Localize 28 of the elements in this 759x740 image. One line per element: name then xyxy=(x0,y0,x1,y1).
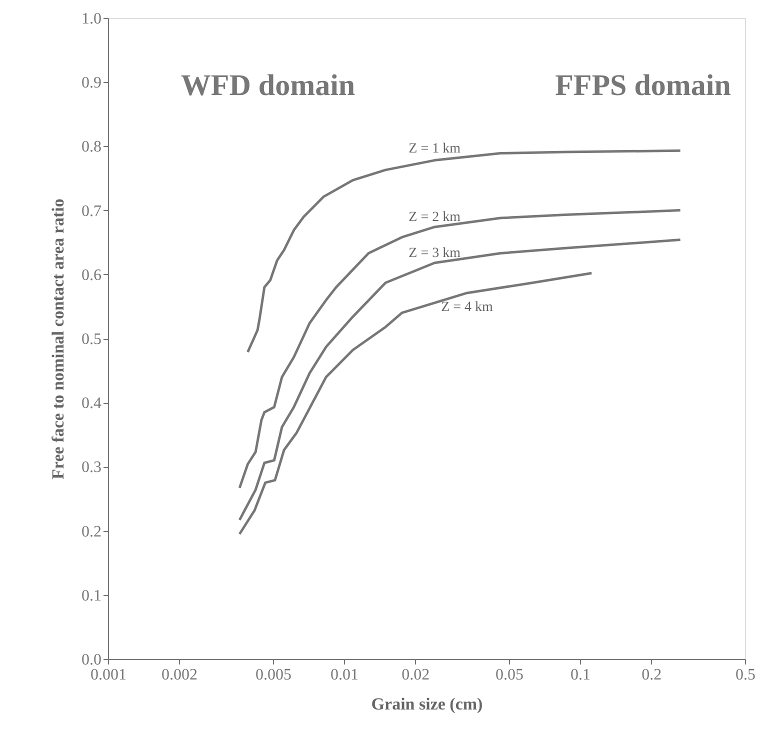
annotation: WFD domain xyxy=(180,69,356,102)
y-tick-label: 0.3 xyxy=(82,459,102,476)
y-axis-title: Free face to nominal contact area ratio xyxy=(48,198,68,480)
x-tick-label: 0.2 xyxy=(642,666,662,684)
y-tick-label: 0.6 xyxy=(82,266,102,284)
y-tick-label: 0.1 xyxy=(82,587,102,604)
y-tick-label: 0.4 xyxy=(82,395,102,412)
y-tick-label: 0.0 xyxy=(82,652,102,668)
y-tick-label: 0.7 xyxy=(82,202,102,220)
x-tick-label: 0.5 xyxy=(736,666,756,684)
y-tick-label: 0.2 xyxy=(82,523,102,540)
x-tick-label: 0.005 xyxy=(255,666,292,684)
series-label: Z = 2 km xyxy=(408,210,461,225)
x-tick-label: 0.1 xyxy=(570,666,591,684)
x-tick-label: 0.02 xyxy=(402,666,430,684)
y-tick-label: 0.9 xyxy=(82,74,102,92)
x-axis-title: Grain size (cm) xyxy=(371,694,483,714)
series-label: Z = 1 km xyxy=(408,141,461,156)
annotation: FFPS domain xyxy=(555,69,732,102)
series-label: Z = 3 km xyxy=(408,246,461,261)
x-tick-label: 0.002 xyxy=(162,666,198,684)
x-tick-label: 0.05 xyxy=(495,666,524,684)
y-tick-label: 1.0 xyxy=(82,10,102,28)
y-tick-label: 0.5 xyxy=(82,331,102,348)
x-tick-label: 0.01 xyxy=(330,666,359,684)
y-tick-label: 0.8 xyxy=(82,138,102,156)
series-label: Z = 4 km xyxy=(441,300,494,315)
x-tick-label: 0.001 xyxy=(90,666,126,684)
